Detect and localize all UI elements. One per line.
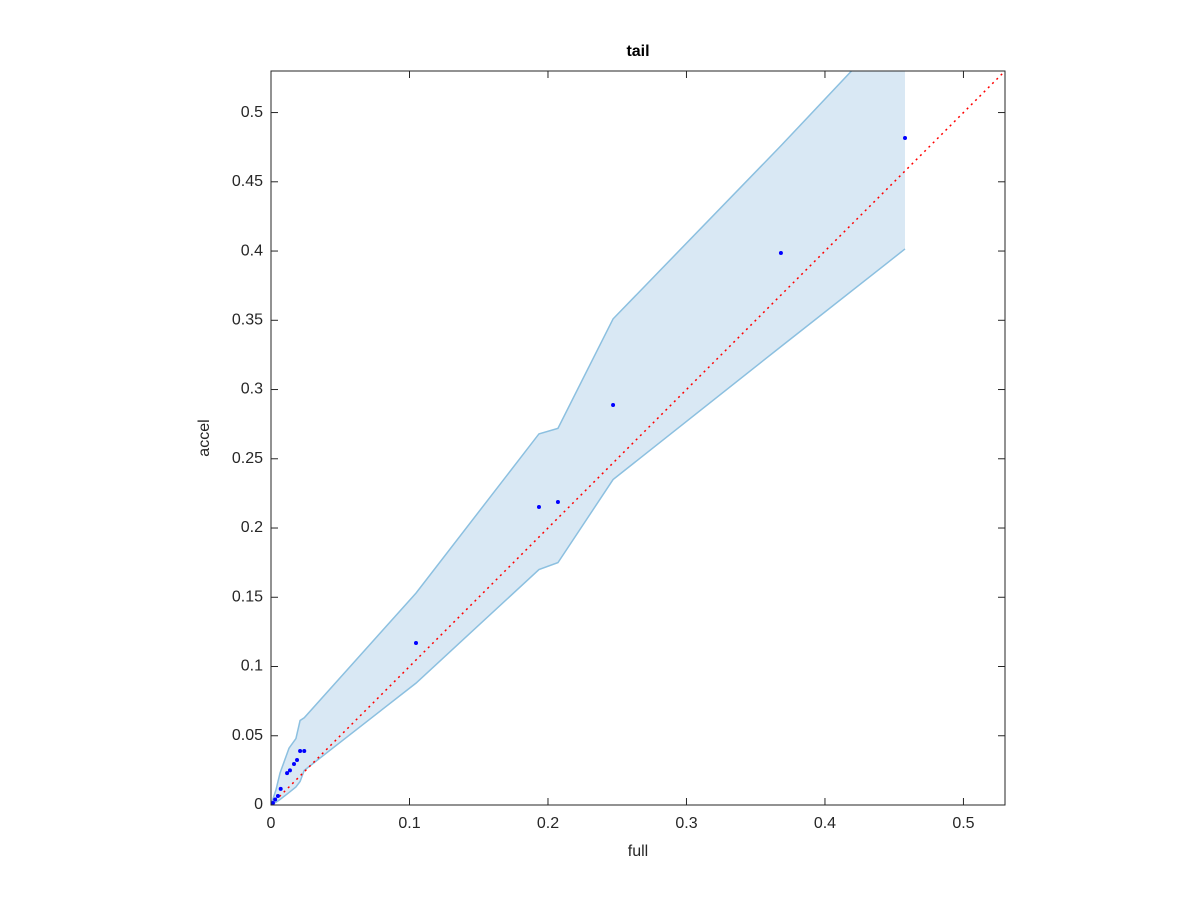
- y-tick-label: 0.3: [241, 381, 263, 398]
- data-point: [291, 762, 296, 767]
- data-point: [287, 768, 292, 773]
- plot-area: [271, 71, 1005, 805]
- data-point: [295, 757, 300, 762]
- x-tick-label: 0.3: [675, 815, 697, 832]
- y-tick-label: 0: [254, 796, 263, 813]
- data-point: [285, 771, 290, 776]
- data-point: [555, 499, 560, 504]
- y-tick-label: 0.4: [241, 242, 263, 259]
- data-point: [536, 504, 541, 509]
- axes-box: [270, 70, 1006, 806]
- data-point: [273, 797, 278, 802]
- y-tick-label: 0.2: [241, 519, 263, 536]
- y-tick-label: 0.05: [232, 727, 263, 744]
- data-point: [271, 801, 275, 805]
- x-tick-label: 0.4: [814, 815, 836, 832]
- y-tick-label: 0.25: [232, 450, 263, 467]
- data-point: [298, 748, 303, 753]
- x-axis-label: full: [628, 843, 648, 860]
- y-axis-label: accel: [196, 419, 213, 456]
- x-tick-label: 0.2: [537, 815, 559, 832]
- data-point: [302, 748, 307, 753]
- data-point: [611, 403, 616, 408]
- data-point: [778, 250, 783, 255]
- y-tick-label: 0.35: [232, 312, 263, 329]
- data-point: [278, 786, 283, 791]
- data-point: [275, 793, 280, 798]
- data-point: [413, 640, 418, 645]
- reference-line: [271, 71, 1005, 805]
- x-tick-label: 0.1: [398, 815, 420, 832]
- band-lower-edge: [271, 248, 906, 805]
- y-tick-label: 0.15: [232, 588, 263, 605]
- chart-title: tail: [626, 43, 649, 60]
- y-tick-label: 0.1: [241, 658, 263, 675]
- data-point: [903, 136, 908, 141]
- x-tick-label: 0: [267, 815, 276, 832]
- y-tick-label: 0.5: [241, 104, 263, 121]
- y-tick-label: 0.45: [232, 173, 263, 190]
- x-tick-label: 0.5: [952, 815, 974, 832]
- confidence-band: [271, 71, 906, 805]
- band-upper-edge: [271, 71, 853, 805]
